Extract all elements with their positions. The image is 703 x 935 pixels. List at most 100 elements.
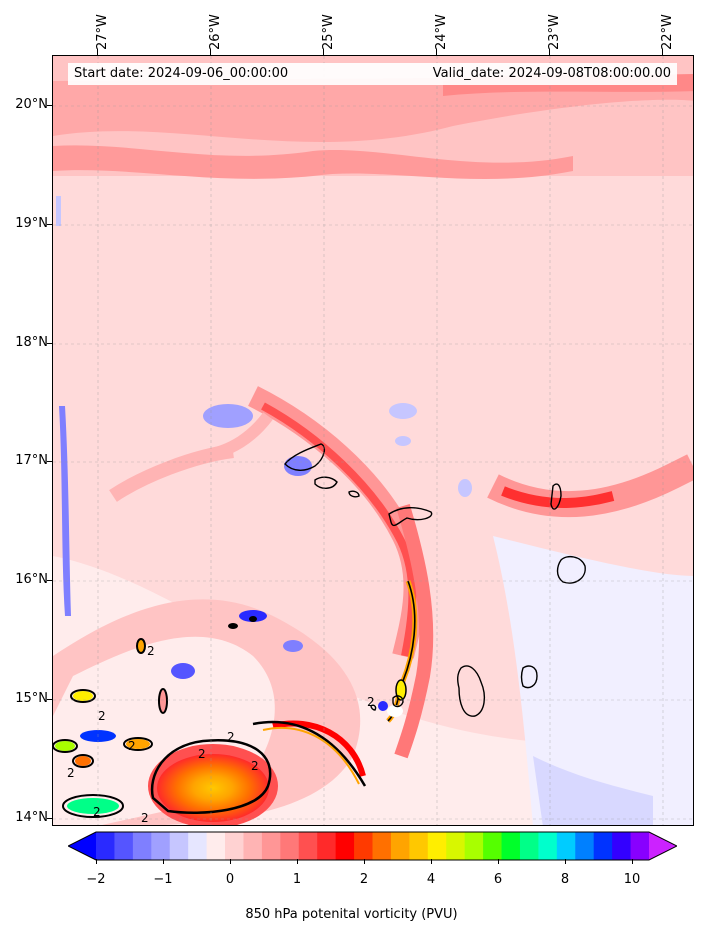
colorbar-cell [298, 832, 318, 860]
colorbar-tick-label: −2 [86, 872, 106, 887]
lon-tick [97, 49, 98, 55]
colorbar-tick [163, 859, 164, 864]
lat-label-17n: 17°N [15, 453, 48, 468]
lat-tick [47, 343, 52, 344]
lon-label-23w: 23°W [547, 14, 562, 50]
lon-tick [323, 49, 324, 55]
island-santiago [456, 665, 486, 717]
colorbar-tick-label: 1 [292, 872, 302, 887]
colorbar-cell [114, 832, 134, 860]
contour-label: 2 [98, 709, 106, 723]
lon-label-22w: 22°W [660, 14, 675, 50]
lat-tick [47, 580, 52, 581]
colorbar-cell [132, 832, 152, 860]
colorbar-tick [230, 859, 231, 864]
contour-label: 2 [198, 747, 206, 761]
contour-label: 2 [93, 805, 101, 819]
lon-label-27w: 27°W [95, 14, 110, 50]
colorbar-cell [519, 832, 539, 860]
colorbar-cell [390, 832, 410, 860]
colorbar [68, 831, 677, 861]
contour-label: 2 [67, 766, 75, 780]
colorbar-cell [446, 832, 466, 860]
colorbar-cell [464, 832, 484, 860]
pv-contour-map: 2 2 2 2 2 2 2 2 2 2 [53, 56, 693, 825]
start-date-label: Start date: 2024-09-06_00:00:00 [74, 66, 289, 81]
colorbar-cell [206, 832, 226, 860]
info-bar: Start date: 2024-09-06_00:00:00 Valid_da… [68, 63, 677, 85]
island-santa-luzia [348, 490, 360, 498]
colorbar-cell [612, 832, 632, 860]
colorbar-tick-label: 6 [493, 872, 503, 887]
colorbar-cell [483, 832, 503, 860]
colorbar-cell [317, 832, 337, 860]
colorbar-tick-label: 4 [426, 872, 436, 887]
graticule [53, 56, 693, 825]
colorbar-tick-label: 10 [623, 872, 641, 887]
colorbar-tick [96, 859, 97, 864]
colorbar-cell [593, 832, 613, 860]
colorbar-cell [335, 832, 355, 860]
island-maio [520, 665, 538, 689]
lat-label-19n: 19°N [15, 216, 48, 231]
colorbar-title: 850 hPa potenital vorticity (PVU) [245, 907, 458, 922]
lat-label-16n: 16°N [15, 572, 48, 587]
colorbar-cell [280, 832, 300, 860]
colorbar-cell [630, 832, 650, 860]
island-sao-nicolau [388, 507, 433, 527]
colorbar-tick [364, 859, 365, 864]
lon-tick [549, 49, 550, 55]
lon-tick [662, 49, 663, 55]
colorbar-cell [243, 832, 263, 860]
contour-label: 2 [251, 759, 259, 773]
colorbar-tick-label: 2 [359, 872, 369, 887]
colorbar-extend-min [68, 832, 96, 860]
colorbar-cell [556, 832, 576, 860]
colorbar-cell [501, 832, 521, 860]
colorbar-cell [427, 832, 447, 860]
lon-tick [436, 49, 437, 55]
lat-label-18n: 18°N [15, 335, 48, 350]
lon-label-25w: 25°W [321, 14, 336, 50]
contour-label: 2 [367, 695, 375, 709]
lat-label-20n: 20°N [15, 97, 48, 112]
island-sal [550, 483, 562, 510]
contour-label: 2 [227, 730, 235, 744]
lon-label-24w: 24°W [434, 14, 449, 50]
colorbar-tick [565, 859, 566, 864]
lat-tick [47, 818, 52, 819]
colorbar-cell [225, 832, 244, 860]
lat-tick [47, 461, 52, 462]
hurricane-core [53, 580, 418, 825]
lat-tick [47, 224, 52, 225]
colorbar-tick [297, 859, 298, 864]
colorbar-cell [575, 832, 595, 860]
island-brava [370, 704, 377, 711]
lon-tick [210, 49, 211, 55]
lat-label-14n: 14°N [15, 810, 48, 825]
colorbar-tick-label: 0 [225, 872, 235, 887]
colorbar-cell [151, 832, 171, 860]
lon-label-26w: 26°W [208, 14, 223, 50]
colorbar-tick-label: 8 [560, 872, 570, 887]
colorbar-tick [431, 859, 432, 864]
colorbar-cell [188, 832, 208, 860]
colorbar-tick [498, 859, 499, 864]
colorbar-cell [96, 832, 115, 860]
colorbar-cell [261, 832, 281, 860]
island-fogo [392, 695, 404, 708]
contour-label: 2 [141, 811, 149, 825]
colorbar-extend-max [649, 832, 677, 860]
colorbar-cell [372, 832, 392, 860]
lat-label-15n: 15°N [15, 691, 48, 706]
contour-label: 2 [128, 739, 136, 753]
colorbar-cell [538, 832, 558, 860]
lat-tick [47, 105, 52, 106]
colorbar-tick [632, 859, 633, 864]
map-panel: 2 2 2 2 2 2 2 2 2 2 [52, 55, 694, 826]
island-boa-vista [556, 555, 586, 584]
island-sao-vicente [314, 476, 338, 489]
contour-labels: 2 2 2 2 2 2 2 2 2 2 [67, 644, 375, 825]
colorbar-cell [409, 832, 429, 860]
contour-label: 2 [147, 644, 155, 658]
